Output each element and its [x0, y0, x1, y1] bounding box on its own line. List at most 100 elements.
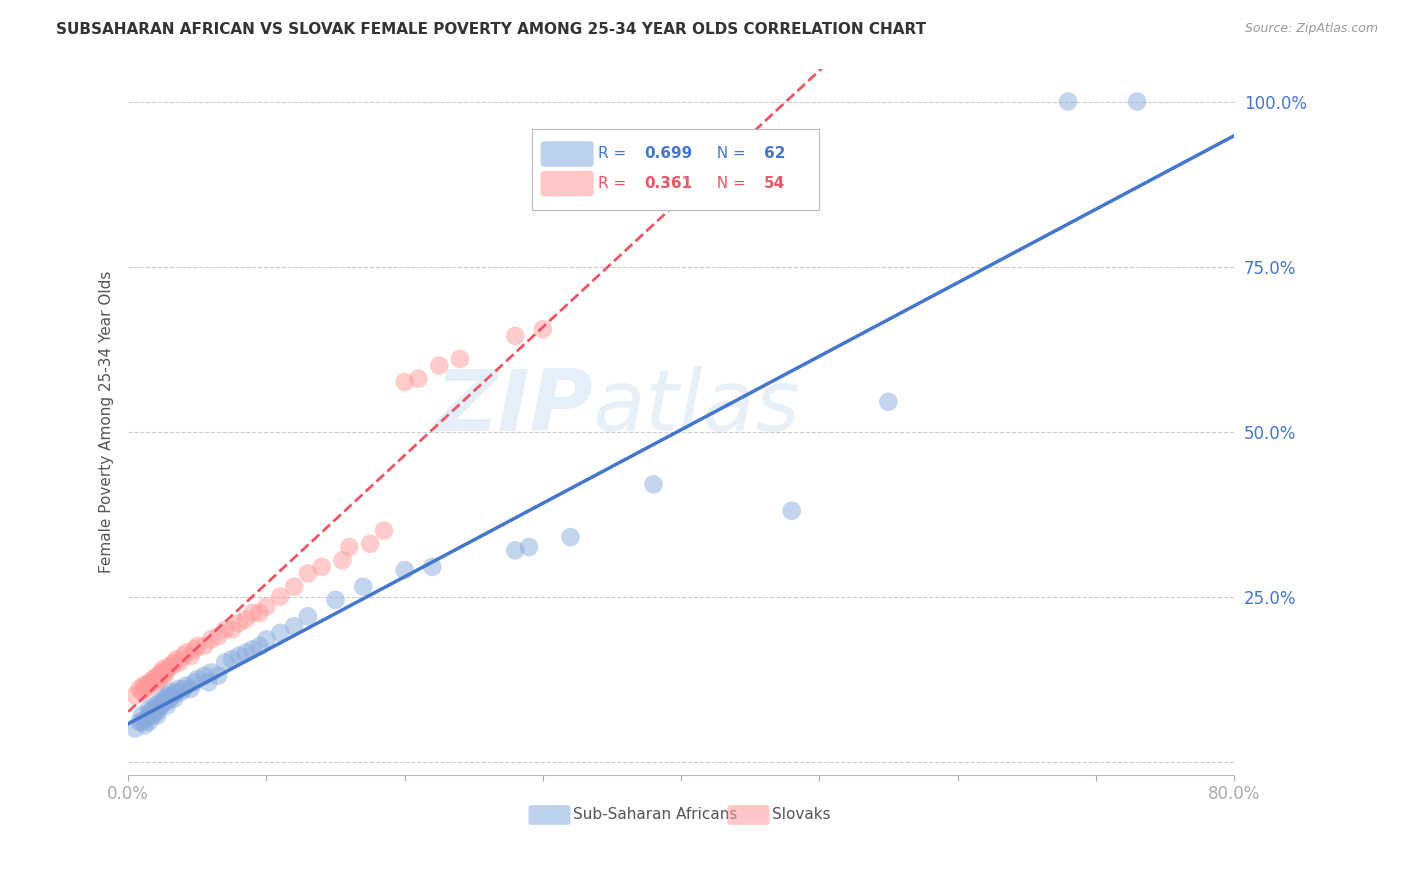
Point	[143, 672, 166, 686]
Point	[394, 375, 416, 389]
Text: Slovaks: Slovaks	[772, 807, 831, 822]
Point	[169, 656, 191, 670]
Point	[197, 675, 219, 690]
Point	[152, 662, 174, 676]
Text: atlas: atlas	[593, 366, 800, 449]
Point	[128, 714, 150, 729]
Point	[128, 681, 150, 696]
Point	[332, 553, 354, 567]
Point	[166, 652, 188, 666]
Point	[156, 662, 179, 676]
Point	[163, 656, 186, 670]
Text: Sub-Saharan Africans: Sub-Saharan Africans	[572, 807, 737, 822]
FancyBboxPatch shape	[541, 171, 593, 196]
Point	[156, 689, 179, 703]
Point	[149, 669, 172, 683]
Point	[186, 639, 208, 653]
Point	[207, 669, 229, 683]
Point	[139, 679, 162, 693]
Point	[152, 695, 174, 709]
Point	[420, 559, 443, 574]
Point	[145, 698, 167, 713]
Point	[311, 559, 333, 574]
Point	[149, 698, 172, 713]
Text: 62: 62	[763, 146, 786, 161]
Point	[249, 606, 271, 620]
Text: 0.361: 0.361	[644, 176, 693, 191]
Point	[159, 691, 181, 706]
Point	[183, 642, 205, 657]
Text: Source: ZipAtlas.com: Source: ZipAtlas.com	[1244, 22, 1378, 36]
Point	[170, 685, 193, 699]
Point	[143, 705, 166, 719]
Point	[134, 718, 156, 732]
Point	[214, 656, 236, 670]
Point	[179, 648, 201, 663]
Point	[373, 524, 395, 538]
Point	[359, 537, 381, 551]
Point	[145, 675, 167, 690]
Point	[173, 681, 195, 696]
Point	[156, 698, 179, 713]
Point	[167, 681, 190, 696]
Point	[162, 658, 184, 673]
Point	[242, 606, 264, 620]
Point	[427, 359, 450, 373]
Text: 0.699: 0.699	[644, 146, 693, 161]
Point	[503, 543, 526, 558]
Point	[228, 615, 250, 630]
Point	[394, 563, 416, 577]
Point	[131, 708, 153, 723]
Point	[148, 695, 170, 709]
Point	[135, 679, 157, 693]
Point	[221, 623, 243, 637]
Point	[214, 623, 236, 637]
Point	[200, 632, 222, 647]
Point	[148, 702, 170, 716]
FancyBboxPatch shape	[531, 128, 820, 210]
Point	[560, 530, 582, 544]
Point	[134, 681, 156, 696]
Point	[780, 504, 803, 518]
Point	[207, 629, 229, 643]
Point	[138, 708, 160, 723]
Point	[124, 689, 146, 703]
Point	[877, 394, 900, 409]
Point	[124, 722, 146, 736]
Text: ZIP: ZIP	[434, 366, 593, 449]
Point	[135, 712, 157, 726]
Point	[162, 689, 184, 703]
Point	[163, 691, 186, 706]
Point	[179, 681, 201, 696]
Point	[153, 669, 176, 683]
Point	[139, 705, 162, 719]
Point	[517, 540, 540, 554]
Point	[193, 639, 215, 653]
Point	[155, 695, 177, 709]
FancyBboxPatch shape	[529, 805, 571, 825]
Text: N =: N =	[706, 146, 751, 161]
Point	[146, 708, 169, 723]
Point	[235, 646, 257, 660]
Point	[176, 646, 198, 660]
Point	[138, 714, 160, 729]
FancyBboxPatch shape	[727, 805, 769, 825]
Point	[159, 658, 181, 673]
Point	[1057, 95, 1080, 109]
Point	[1126, 95, 1149, 109]
Point	[141, 675, 163, 690]
Point	[352, 580, 374, 594]
Point	[269, 625, 291, 640]
Point	[200, 665, 222, 680]
Point	[146, 669, 169, 683]
Point	[142, 702, 165, 716]
Point	[176, 679, 198, 693]
Text: R =: R =	[598, 146, 631, 161]
Point	[142, 672, 165, 686]
Point	[283, 580, 305, 594]
Point	[155, 665, 177, 680]
Point	[228, 648, 250, 663]
FancyBboxPatch shape	[541, 141, 593, 167]
Point	[131, 714, 153, 729]
Point	[138, 702, 160, 716]
